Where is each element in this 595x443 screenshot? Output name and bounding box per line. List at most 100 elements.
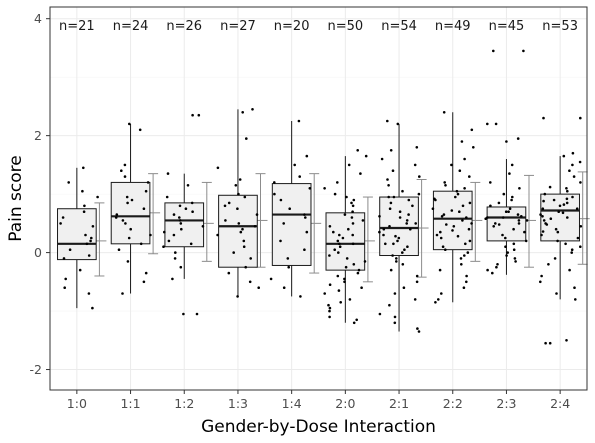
data-point xyxy=(351,204,355,208)
data-point xyxy=(236,207,239,210)
x-tick-label: 1:2 xyxy=(174,396,194,411)
data-point xyxy=(541,215,544,218)
data-point xyxy=(293,163,297,167)
data-point xyxy=(337,251,340,254)
data-point xyxy=(575,207,579,210)
data-point xyxy=(232,251,235,254)
x-axis-ticks: 1:0 1:1 1:2 1:3 1:4 2:0 2:1 2:2 2:3 2:4 xyxy=(67,390,570,411)
data-point xyxy=(442,213,446,216)
data-point xyxy=(393,321,397,325)
data-point xyxy=(393,315,397,319)
data-point xyxy=(523,230,526,234)
data-point xyxy=(345,257,349,260)
data-point xyxy=(166,172,170,175)
data-point xyxy=(171,277,174,281)
data-point xyxy=(350,201,353,205)
data-point xyxy=(343,277,346,281)
data-point xyxy=(514,260,517,263)
data-point xyxy=(465,280,468,284)
data-point xyxy=(415,280,419,284)
data-point xyxy=(305,230,309,234)
data-point xyxy=(388,303,391,307)
data-point xyxy=(401,251,404,254)
data-point xyxy=(467,227,471,231)
data-point xyxy=(397,236,401,240)
data-point xyxy=(62,257,66,260)
data-point xyxy=(415,146,419,149)
data-point xyxy=(63,286,66,290)
data-point xyxy=(556,230,560,234)
data-point xyxy=(407,213,410,216)
data-point xyxy=(190,201,194,205)
data-point xyxy=(184,207,188,210)
data-point xyxy=(517,222,521,225)
data-point xyxy=(414,222,418,225)
n-label: n=53 xyxy=(542,19,578,34)
data-point xyxy=(439,236,443,240)
data-point xyxy=(328,306,332,310)
x-tick-label: 2:4 xyxy=(550,396,570,411)
data-point xyxy=(561,211,565,215)
data-point xyxy=(401,263,405,266)
data-point xyxy=(182,312,185,316)
x-tick-label: 1:4 xyxy=(282,396,302,411)
data-point xyxy=(568,169,571,172)
data-point xyxy=(241,111,244,114)
data-point xyxy=(138,128,142,132)
data-point xyxy=(338,233,341,237)
data-point xyxy=(565,339,568,342)
data-point xyxy=(520,215,523,218)
data-point xyxy=(439,230,442,234)
x-tick-label: 2:3 xyxy=(496,396,516,411)
jitter-points xyxy=(59,49,583,345)
data-point xyxy=(402,286,406,290)
data-point xyxy=(308,187,312,190)
data-point xyxy=(216,166,220,170)
data-point xyxy=(568,268,571,272)
data-point xyxy=(282,286,286,290)
data-point xyxy=(395,260,398,263)
data-point xyxy=(570,248,574,251)
data-point xyxy=(303,248,306,251)
data-point xyxy=(328,315,331,319)
data-point xyxy=(548,341,552,345)
data-point xyxy=(352,198,356,202)
data-point xyxy=(178,204,182,208)
data-point xyxy=(455,189,459,193)
data-point xyxy=(574,298,577,301)
data-point xyxy=(236,295,239,298)
data-point xyxy=(451,229,454,232)
data-point xyxy=(433,197,436,201)
data-point xyxy=(299,295,302,298)
data-point xyxy=(558,204,562,208)
data-point xyxy=(244,265,247,269)
data-point xyxy=(127,236,131,240)
data-point xyxy=(333,248,337,251)
data-point xyxy=(304,216,307,219)
data-point xyxy=(541,207,545,210)
data-point xyxy=(305,154,309,158)
data-point xyxy=(461,204,465,208)
data-point xyxy=(163,230,166,234)
data-point xyxy=(242,245,246,248)
n-label: n=21 xyxy=(59,19,95,34)
data-point xyxy=(388,225,391,228)
data-point xyxy=(513,257,517,260)
data-point xyxy=(117,248,121,251)
data-point xyxy=(81,189,84,193)
data-point xyxy=(348,298,352,301)
data-point xyxy=(355,318,359,322)
data-point xyxy=(573,286,576,290)
data-point xyxy=(223,204,227,208)
data-point xyxy=(186,184,190,187)
data-point xyxy=(344,265,348,269)
data-point xyxy=(524,239,528,243)
data-point xyxy=(382,227,386,231)
data-point xyxy=(356,271,360,275)
data-point xyxy=(494,122,498,126)
data-point xyxy=(227,201,231,205)
data-point xyxy=(179,265,183,269)
n-label: n=27 xyxy=(220,19,256,34)
data-point xyxy=(179,222,183,225)
data-point xyxy=(458,210,461,213)
